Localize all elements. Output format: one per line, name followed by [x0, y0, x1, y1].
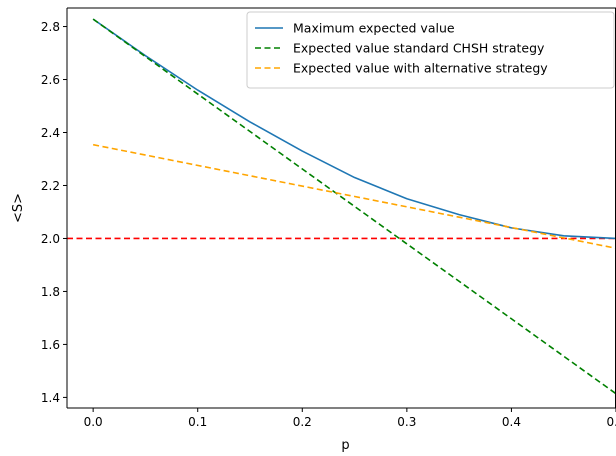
- series-line-3: [92, 143, 616, 250]
- x-tick-label: 0.1: [188, 415, 207, 429]
- y-tick-label: 1.8: [41, 285, 60, 299]
- legend-label-2: Expected value standard CHSH strategy: [293, 41, 545, 56]
- x-tick-label: 0.2: [293, 415, 312, 429]
- x-tick-label: 0.3: [397, 415, 416, 429]
- ticks: 0.0 0.1 0.2 0.3 0.4 0.5 1.4 1.6 1.8 2.0 2.2 2.4 2.6 2…: [41, 20, 616, 429]
- legend-label-3: Expected value with alternative strategy: [293, 61, 548, 76]
- y-axis-title: <S>: [11, 193, 26, 223]
- x-tick-label: 0.4: [502, 415, 521, 429]
- plot-area: [67, 18, 616, 395]
- x-tick-label: 0.0: [84, 415, 103, 429]
- series-line-2: [92, 18, 616, 395]
- legend-box: [246, 11, 615, 89]
- y-tick-label: 2.0: [41, 232, 60, 246]
- x-tick-label: 0.5: [606, 415, 616, 429]
- y-tick-label: 1.6: [41, 338, 60, 352]
- y-tick-label: 2.4: [41, 126, 60, 140]
- y-tick-label: 2.8: [41, 20, 60, 34]
- y-tick-label: 1.4: [41, 391, 60, 405]
- legend: Maximum expected value Expected value sta…: [246, 11, 615, 89]
- x-axis-title: p: [341, 438, 349, 453]
- y-tick-label: 2.6: [41, 73, 60, 87]
- series-line-1: [92, 18, 616, 240]
- legend-label-1: Maximum expected value: [293, 21, 455, 36]
- y-tick-label: 2.2: [41, 179, 60, 193]
